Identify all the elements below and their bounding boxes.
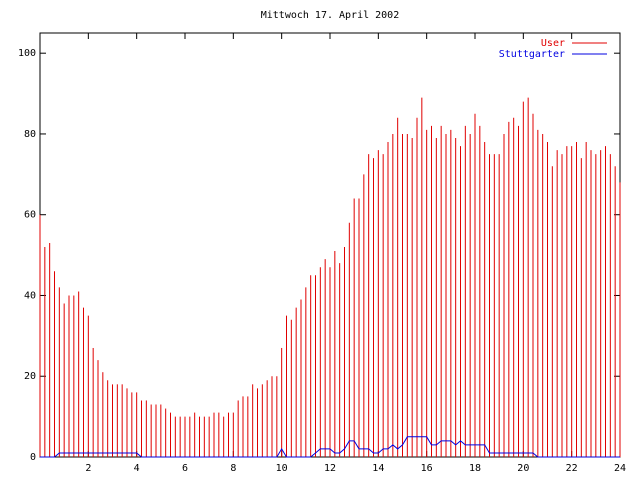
x-tick-label: 18: [469, 463, 481, 474]
y-tick-label: 100: [18, 48, 36, 59]
legend-label: User: [541, 38, 565, 49]
x-tick-label: 20: [517, 463, 529, 474]
chart-title: Mittwoch 17. April 2002: [261, 10, 399, 21]
x-tick-label: 4: [134, 463, 140, 474]
x-tick-label: 22: [566, 463, 578, 474]
y-tick-label: 20: [24, 371, 36, 382]
y-tick-label: 40: [24, 290, 36, 301]
x-tick-label: 2: [85, 463, 91, 474]
x-tick-label: 10: [276, 463, 288, 474]
y-tick-label: 80: [24, 129, 36, 140]
x-tick-label: 14: [372, 463, 384, 474]
x-tick-label: 6: [182, 463, 188, 474]
x-tick-label: 8: [230, 463, 236, 474]
x-tick-label: 12: [324, 463, 336, 474]
series-line: [40, 436, 620, 458]
legend-label: Stuttgarter: [499, 49, 565, 60]
x-tick-label: 24: [614, 463, 626, 474]
x-tick-label: 16: [421, 463, 433, 474]
y-tick-label: 60: [24, 210, 36, 221]
y-tick-label: 0: [30, 452, 36, 463]
